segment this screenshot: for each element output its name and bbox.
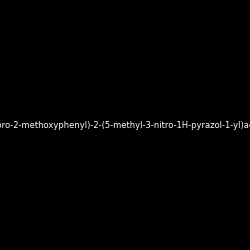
Text: N-(5-Chloro-2-methoxyphenyl)-2-(5-methyl-3-nitro-1H-pyrazol-1-yl)acetamide: N-(5-Chloro-2-methoxyphenyl)-2-(5-methyl… (0, 120, 250, 130)
